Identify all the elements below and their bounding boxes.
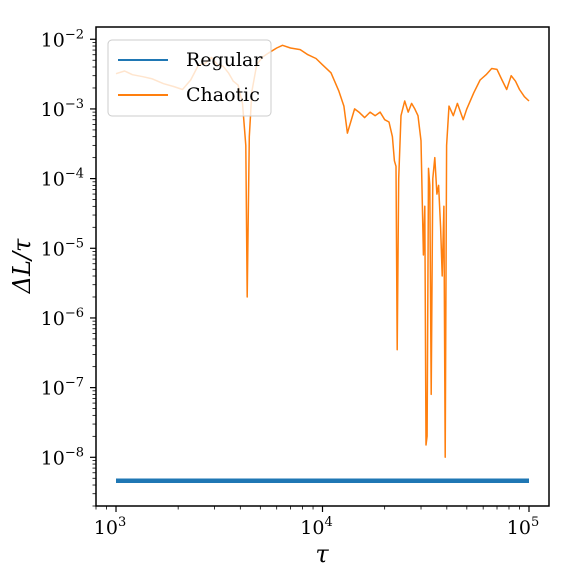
y-tick-label: 10−2 — [41, 27, 84, 51]
x-tick-label: 105 — [507, 515, 539, 539]
y-tick-label: 10−5 — [41, 236, 84, 260]
legend: Regular Chaotic — [107, 39, 272, 117]
legend-label-chaotic: Chaotic — [186, 84, 260, 106]
y-tick-label: 10−6 — [41, 306, 84, 330]
legend-label-regular: Regular — [186, 49, 263, 71]
y-tick-label: 10−4 — [41, 167, 84, 191]
y-axis-label: ΔL/τ — [8, 238, 36, 294]
x-tick-label: 104 — [300, 515, 332, 539]
x-axis-label: τ — [315, 540, 329, 568]
y-tick-label: 10−3 — [41, 97, 84, 121]
y-tick-label: 10−7 — [41, 376, 84, 400]
x-tick-label: 103 — [94, 515, 126, 539]
y-tick-label: 10−8 — [41, 445, 84, 469]
plot-frame — [95, 26, 550, 507]
ticks-layer: 103 104 105 10−8 10−7 10−6 10−5 10−4 10−3 10−2 — [41, 27, 540, 539]
